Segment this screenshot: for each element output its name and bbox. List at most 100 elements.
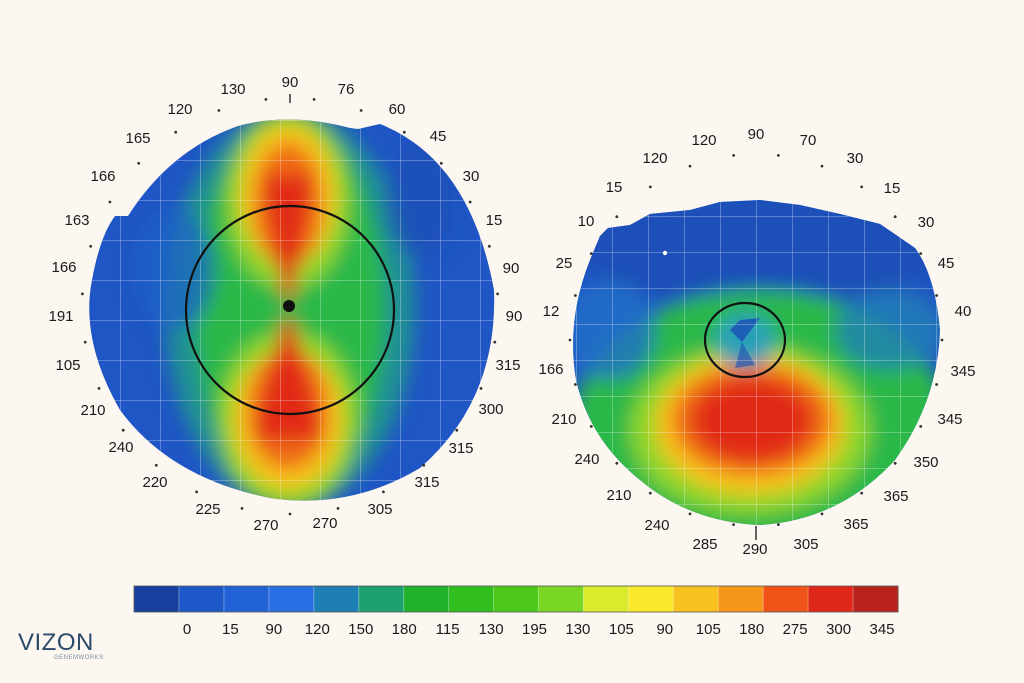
right-map-label: 350 xyxy=(913,454,938,471)
right-map-label: 285 xyxy=(692,536,717,553)
right-map-label: 345 xyxy=(937,411,962,428)
legend-swatch xyxy=(808,586,854,612)
legend-label: 130 xyxy=(479,621,504,638)
left-map-tick xyxy=(264,98,268,101)
left-map-tick xyxy=(195,490,199,494)
right-map-tick xyxy=(732,154,735,157)
right-map-label: 305 xyxy=(793,536,818,553)
right-map-label: 365 xyxy=(843,516,868,533)
right-map-tick xyxy=(935,294,938,297)
left-map: 90 76 60 45 30 15 90 90 315 300 315 315 305 270 270 225… xyxy=(48,74,522,534)
right-map-tick xyxy=(688,512,692,516)
right-map-tick xyxy=(648,491,652,495)
right-map-label: 12 xyxy=(543,303,560,320)
left-map-tick xyxy=(137,161,141,165)
right-map: 90 70 30 15 30 45 40 345 345 350 365 365 305 290 285 24… xyxy=(538,126,975,558)
left-map-tick xyxy=(240,507,244,510)
left-map-tick xyxy=(83,340,87,344)
legend-swatch xyxy=(448,586,495,612)
right-map-label: 240 xyxy=(644,517,669,534)
legend-label: 180 xyxy=(739,621,764,638)
left-map-tick xyxy=(121,428,125,432)
right-map-tick xyxy=(615,215,619,219)
right-map-tick xyxy=(820,512,824,516)
left-zone-circle xyxy=(184,204,396,416)
right-map-tick xyxy=(648,185,652,189)
legend-label: 0 xyxy=(183,621,191,638)
left-map-label: 191 xyxy=(48,308,73,325)
left-map-tick xyxy=(455,428,459,432)
right-map-tick xyxy=(777,154,780,157)
left-map-label: 76 xyxy=(338,81,355,98)
left-map-label: 30 xyxy=(463,168,480,185)
legend-swatch xyxy=(718,586,764,612)
left-map-tick xyxy=(496,292,499,296)
left-map-tick xyxy=(493,340,497,344)
legend-label: 150 xyxy=(348,621,373,638)
right-map-tick xyxy=(574,294,577,297)
legend-label: 120 xyxy=(305,621,330,638)
right-map-tick xyxy=(820,164,824,168)
legend-swatch xyxy=(493,586,539,612)
left-map-tick xyxy=(402,130,406,134)
left-map-tick xyxy=(108,200,112,204)
left-map-tick xyxy=(154,463,158,467)
right-map-label: 15 xyxy=(606,179,623,196)
legend-swatch xyxy=(583,586,629,612)
legend-label: 130 xyxy=(565,621,590,638)
right-map-label: 90 xyxy=(748,126,765,143)
right-map-tick xyxy=(688,164,692,168)
right-map-label: 15 xyxy=(884,180,901,197)
legend-swatch xyxy=(628,586,674,612)
legend-swatch xyxy=(178,586,225,612)
left-map-tick xyxy=(81,292,84,296)
right-map-label: 166 xyxy=(538,361,563,378)
left-map-labels: 90 76 60 45 30 15 90 90 315 300 315 315 305 270 270 225… xyxy=(48,74,522,534)
left-map-label: 163 xyxy=(64,212,89,229)
legend-swatch xyxy=(358,586,405,612)
right-map-tick xyxy=(860,491,864,495)
right-map-tick xyxy=(919,252,923,256)
legend-label: 180 xyxy=(392,621,417,638)
right-map-tick xyxy=(574,383,577,386)
right-map-labels: 90 70 30 15 30 45 40 345 345 350 365 365 305 290 285 24… xyxy=(538,126,975,558)
right-map-label: 365 xyxy=(883,488,908,505)
left-map-label: 60 xyxy=(389,101,406,118)
left-map-label: 90 xyxy=(503,260,520,277)
legend-swatch xyxy=(673,586,719,612)
right-map-tick xyxy=(935,383,938,386)
right-map-label: 25 xyxy=(556,255,573,272)
legend-label: 195 xyxy=(522,621,547,638)
left-map-tick xyxy=(174,130,178,134)
left-map-label: 220 xyxy=(142,474,167,491)
left-map-label: 105 xyxy=(55,357,80,374)
left-map-tick xyxy=(97,387,101,390)
right-map-tick xyxy=(893,215,897,219)
left-map-label: 166 xyxy=(51,259,76,276)
right-map-label: 10 xyxy=(578,213,595,230)
color-legend: 0 15 90 120 150 180 115 130 195 130 105 90 105 180 275… xyxy=(133,585,899,638)
left-map-label: 300 xyxy=(478,401,503,418)
legend-swatch xyxy=(223,586,270,612)
left-map-label: 90 xyxy=(506,308,523,325)
left-map-label: 315 xyxy=(495,357,520,374)
right-zone-circle xyxy=(703,301,787,379)
legend-label: 90 xyxy=(656,621,673,638)
left-map-label: 210 xyxy=(80,402,105,419)
legend-swatch xyxy=(763,586,809,612)
right-map-label: 30 xyxy=(918,214,935,231)
logo-text: VIZON xyxy=(18,629,94,656)
right-map-tick xyxy=(777,523,780,526)
legend-swatch xyxy=(538,586,584,612)
left-map-label: 240 xyxy=(108,439,133,456)
right-map-label: 45 xyxy=(938,255,955,272)
legend-swatch xyxy=(134,586,180,612)
legend-label: 90 xyxy=(266,621,283,638)
left-map-label: 45 xyxy=(430,128,447,145)
left-map-tick xyxy=(336,507,340,510)
left-map-tick xyxy=(479,387,483,390)
left-map-label: 130 xyxy=(220,81,245,98)
legend-label: 105 xyxy=(609,621,634,638)
right-map-label: 290 xyxy=(742,541,767,558)
left-map-tick xyxy=(89,244,93,248)
